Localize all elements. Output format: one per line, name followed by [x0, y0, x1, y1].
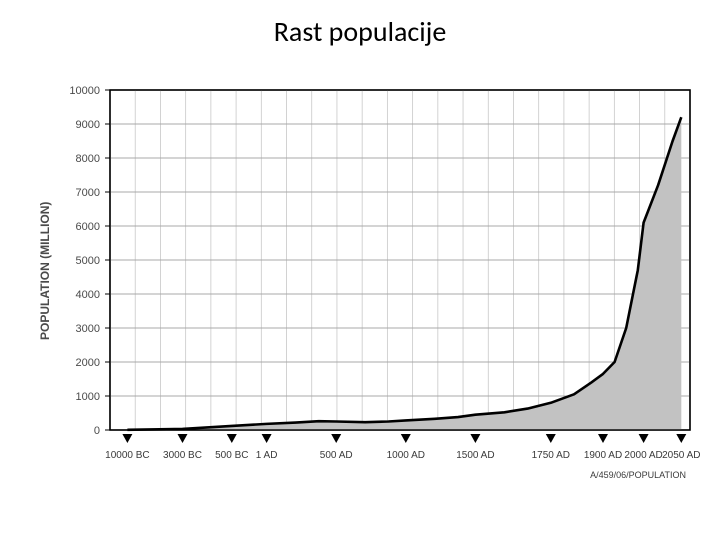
y-tick-label: 5000: [76, 255, 100, 267]
x-tick-label: 10000 BC: [105, 450, 149, 461]
population-chart: 0 1000 2000 3000 4000 5000 6000 7000 8000 9000 100…: [0, 0, 720, 540]
y-tick-label: 8000: [76, 153, 100, 165]
y-tick-label: 6000: [76, 221, 100, 233]
x-tick-label: 1 AD: [256, 450, 278, 461]
y-tick-label: 1000: [76, 391, 100, 403]
y-tick-label: 4000: [76, 289, 100, 301]
x-tick-label: 2050 AD: [662, 450, 700, 461]
y-tick-label: 3000: [76, 323, 100, 335]
x-tick-label: 1900 AD: [584, 450, 622, 461]
x-tick-label: 1000 AD: [387, 450, 425, 461]
x-tick-label: 500 AD: [320, 450, 353, 461]
y-tick-label: 7000: [76, 187, 100, 199]
y-tick-label: 2000: [76, 357, 100, 369]
x-tick-label: 1500 AD: [456, 450, 494, 461]
x-tick-label: 500 BC: [215, 450, 248, 461]
y-tick-label: 10000: [69, 85, 100, 97]
x-tick-label: 3000 BC: [163, 450, 202, 461]
x-tick-label: 2000 AD: [624, 450, 662, 461]
chart-footer-code: A/459/06/POPULATION: [590, 470, 686, 480]
y-tick-label: 0: [94, 425, 100, 437]
y-tick-label: 9000: [76, 119, 100, 131]
x-tick-label: 1750 AD: [532, 450, 570, 461]
